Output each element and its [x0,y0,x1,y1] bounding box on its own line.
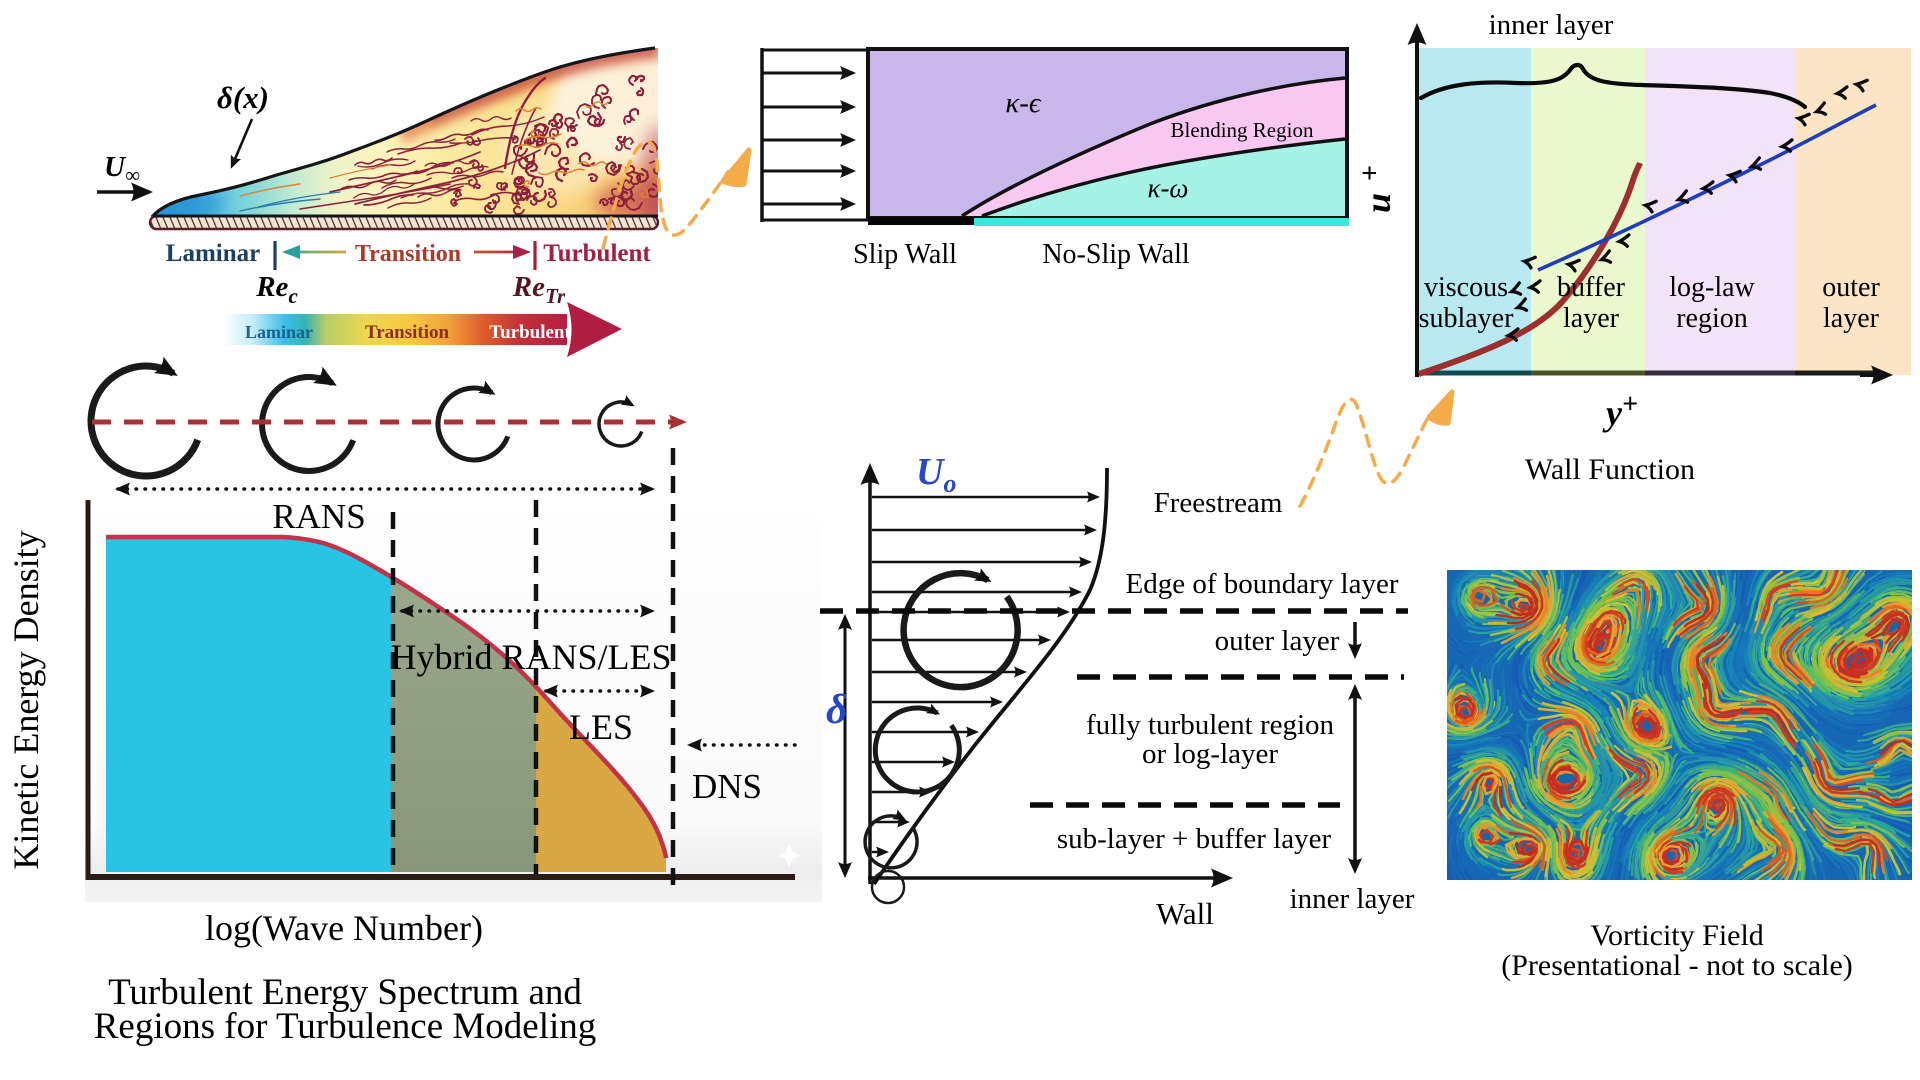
svg-text:No-Slip Wall: No-Slip Wall [1042,239,1190,270]
svg-text:fully turbulent region: fully turbulent region [1086,709,1335,741]
svg-text:Laminar: Laminar [245,322,313,342]
svg-text:Regions for Turbulence Modelin: Regions for Turbulence Modeling [94,1006,597,1047]
svg-text:layer: layer [1563,303,1620,334]
svg-text:region: region [1676,303,1748,334]
svg-text:sub-layer + buffer layer: sub-layer + buffer layer [1057,823,1332,855]
svg-text:κ-ω: κ-ω [1147,173,1188,203]
svg-text:Wall Function: Wall Function [1525,453,1695,486]
svg-text:(Presentational - not to scale: (Presentational - not to scale) [1501,949,1853,982]
svg-text:u: u [1358,193,1398,213]
svg-text:viscous: viscous [1424,272,1508,303]
svg-text:Turbulent Energy Spectrum and: Turbulent Energy Spectrum and [108,972,582,1013]
svg-text:layer: layer [1823,303,1880,334]
svg-text:buffer: buffer [1557,272,1626,303]
svg-text:δ(x): δ(x) [217,80,269,115]
svg-text:DNS: DNS [692,767,762,806]
svg-text:log-law: log-law [1669,272,1755,303]
svg-text:Kinetic Energy Density: Kinetic Energy Density [6,530,46,869]
svg-text:sublayer: sublayer [1419,303,1515,334]
svg-text:Transition: Transition [365,322,450,343]
svg-text:Vorticity Field: Vorticity Field [1590,919,1764,952]
svg-text:Edge of boundary layer: Edge of boundary layer [1126,568,1399,600]
svg-text:δ: δ [826,687,848,733]
svg-text:Turbulent: Turbulent [543,240,651,267]
svg-text:or log-layer: or log-layer [1142,738,1278,770]
svg-text:Blending Region: Blending Region [1171,118,1314,142]
svg-text:RANS: RANS [272,497,365,536]
svg-text:outer layer: outer layer [1215,625,1340,657]
svg-text:Turbulent: Turbulent [489,322,571,343]
svg-text:+: + [1355,165,1386,181]
svg-text:log(Wave Number): log(Wave Number) [205,908,483,948]
svg-text:κ-ϵ: κ-ϵ [1005,87,1042,119]
svg-text:inner layer: inner layer [1290,883,1415,915]
svg-text:Slip Wall: Slip Wall [853,239,957,270]
svg-text:Wall: Wall [1156,896,1214,931]
svg-text:Freestream: Freestream [1154,487,1283,519]
svg-text:LES: LES [569,707,633,747]
svg-text:inner layer: inner layer [1489,9,1614,41]
svg-text:outer: outer [1822,272,1880,303]
svg-text:Laminar: Laminar [166,240,260,267]
svg-text:Hybrid RANS/LES: Hybrid RANS/LES [390,637,671,677]
svg-text:Transition: Transition [355,241,461,267]
